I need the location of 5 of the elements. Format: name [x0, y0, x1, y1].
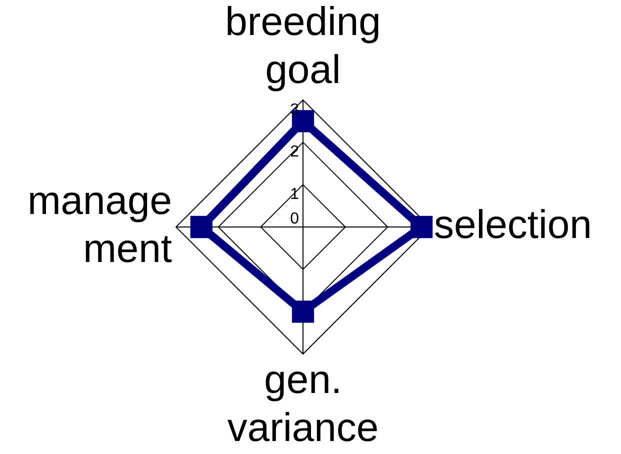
- spoke-label: gen. variance: [227, 358, 379, 450]
- spoke-label: breeding goal: [225, 0, 381, 92]
- spoke-label: manage ment: [27, 179, 172, 272]
- spoke-label: selection: [434, 203, 592, 248]
- y-tick-label: 0: [290, 210, 300, 228]
